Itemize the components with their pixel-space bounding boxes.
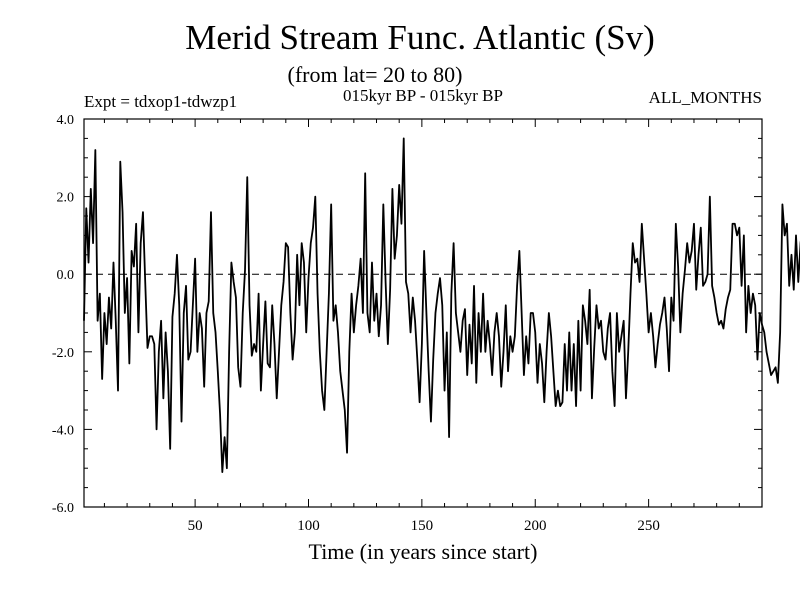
- chart-title: Merid Stream Func. Atlantic (Sv): [185, 18, 655, 57]
- x-tick-label: 150: [411, 518, 434, 534]
- y-axis: -6.0 -4.0 -2.0 0.0 2.0 4.0: [52, 113, 762, 516]
- x-axis-label: Time (in years since start): [309, 539, 538, 564]
- y-tick-label: 0.0: [57, 268, 75, 283]
- x-tick-label: 50: [188, 518, 203, 534]
- x-tick-label: 100: [297, 518, 320, 534]
- chart-subtitle: (from lat= 20 to 80): [288, 62, 463, 87]
- experiment-label: Expt = tdxop1-tdwzp1: [84, 92, 237, 111]
- x-tick-label: 250: [637, 518, 660, 534]
- y-tick-label: 2.0: [57, 191, 75, 206]
- plot-frame: [83, 118, 763, 508]
- period-label: 015kyr BP - 015kyr BP: [343, 86, 503, 105]
- x-axis: 50 100 150 200 250: [103, 119, 763, 534]
- y-tick-label: 4.0: [57, 113, 75, 128]
- x-tick-label: 200: [524, 518, 547, 534]
- y-tick-label: -6.0: [52, 501, 74, 516]
- series-line: [83, 137, 800, 473]
- y-tick-label: -2.0: [52, 346, 74, 361]
- y-tick-label: -4.0: [52, 423, 74, 438]
- months-label: ALL_MONTHS: [649, 88, 762, 107]
